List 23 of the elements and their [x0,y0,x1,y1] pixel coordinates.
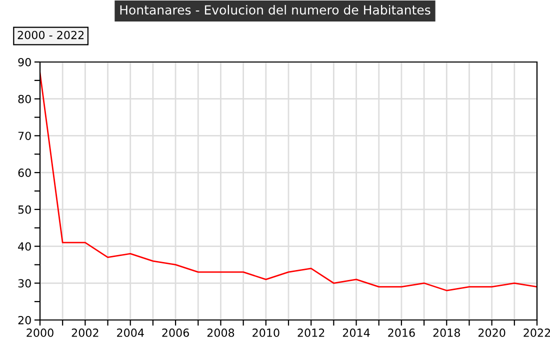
y-tick-label: 90 [18,58,31,66]
x-tick-label: 2022 [524,328,550,337]
y-tick-label: 60 [18,168,31,177]
x-tick-label: 2004 [117,328,144,337]
x-tick-label: 2012 [298,328,324,337]
y-tick-label: 30 [18,279,31,288]
y-tick-label: 70 [18,132,31,140]
x-tick-label: 2006 [162,328,189,337]
x-tick-label: 2014 [342,328,370,337]
y-tick-label: 80 [18,94,31,104]
x-tick-label: 2016 [388,328,415,337]
y-tick-label: 20 [18,316,31,324]
chart-title: Hontanares - Evolucion del numero de Habitantes [120,4,430,15]
x-tick-label: 2010 [252,328,280,337]
x-tick-label: 2002 [72,328,98,337]
x-tick-label: 2018 [433,328,460,337]
y-tick-label: 50 [18,205,31,214]
text: 2000 - 2022 [18,30,84,40]
y-tick-label: 40 [18,242,31,251]
x-tick-label: 2000 [26,328,54,337]
x-tick-label: 2020 [478,328,506,337]
line-series [40,72,537,292]
x-tick-label: 2008 [207,328,234,337]
